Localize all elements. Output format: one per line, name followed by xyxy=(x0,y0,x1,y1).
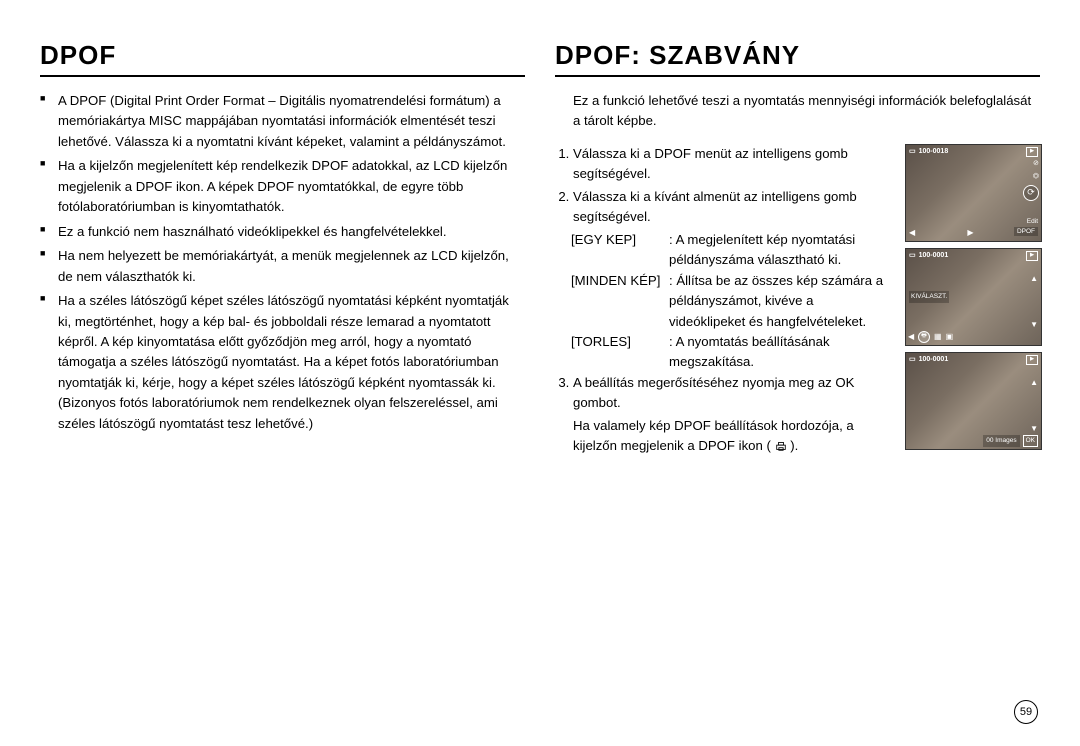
index-icon[interactable]: ▦ xyxy=(934,331,942,343)
heading-dpof-szabvany: DPOF: SZABVÁNY xyxy=(555,40,1040,77)
down-arrow-icon[interactable]: ▼ xyxy=(1030,319,1038,331)
option-row: [EGY KEP] : A megjelenített kép nyomtatá… xyxy=(571,230,890,271)
note-suffix: ). xyxy=(790,438,798,453)
heading-dpof: DPOF xyxy=(40,40,525,77)
select-label: KIVÁLASZT. xyxy=(909,291,949,303)
intro-text: Ez a funkció lehetővé teszi a nyomtatás … xyxy=(573,91,1040,132)
card-icon: ▭ xyxy=(909,355,916,366)
right-icon-stack: ⊘ ⏣ xyxy=(1033,159,1039,183)
dpof-label: DPOF xyxy=(1014,227,1038,236)
left-body: A DPOF (Digital Print Order Format – Dig… xyxy=(40,91,525,434)
images-count-label: 00 Images xyxy=(983,435,1019,447)
dpof-icon-note: Ha valamely kép DPOF beállítások hordozó… xyxy=(573,416,890,457)
bottom-icon-row: 🖶 ▦ ▣ xyxy=(918,331,953,343)
playback-icon xyxy=(1026,147,1038,157)
file-number: 100-0001 xyxy=(919,355,949,366)
ok-button[interactable]: OK xyxy=(1023,435,1038,447)
file-number: 100-0018 xyxy=(919,147,949,158)
lock-icon: ⏣ xyxy=(1033,172,1039,183)
lcd-preview-1: ▭ 100-0018 ⊘ ⏣ ⟳ ◀ DPOF xyxy=(905,144,1042,242)
lcd-preview-3: ▭ 100-0001 ▲ ▼ 00 Images OK xyxy=(905,352,1042,450)
option-value: : A nyomtatás beállításának megszakítása… xyxy=(669,332,890,373)
bullet-item: A DPOF (Digital Print Order Format – Dig… xyxy=(58,91,525,152)
lcd-preview-2: ▭ 100-0001 ▲ ▼ KIVÁLASZT. 🖶 ▦ ▣ ◀ xyxy=(905,248,1042,346)
note-prefix: Ha valamely kép DPOF beállítások hordozó… xyxy=(573,418,854,453)
option-value: : Állítsa be az összes kép számára a pél… xyxy=(669,271,890,332)
right-column: DPOF: SZABVÁNY Ez a funkció lehetővé tes… xyxy=(555,40,1040,457)
step-3: A beállítás megerősítéséhez nyomja meg a… xyxy=(573,373,890,414)
up-arrow-icon[interactable]: ▲ xyxy=(1030,273,1038,285)
dpof-printer-icon xyxy=(775,440,787,452)
steps-list-cont: A beállítás megerősítéséhez nyomja meg a… xyxy=(555,373,890,414)
protect-icon: ⊘ xyxy=(1033,159,1039,170)
left-arrow-icon[interactable]: ◀ xyxy=(909,227,915,239)
bullet-item: Ha a széles látószögű képet széles látós… xyxy=(58,291,525,434)
step-2: Válassza ki a kívánt almenüt az intellig… xyxy=(573,187,890,228)
edit-label[interactable]: Edit xyxy=(1027,217,1038,227)
option-row: [TORLES] : A nyomtatás beállításának meg… xyxy=(571,332,890,373)
bullet-item: Ha a kijelzőn megjelenített kép rendelke… xyxy=(58,156,525,217)
option-row: [MINDEN KÉP] : Állítsa be az összes kép … xyxy=(571,271,890,332)
option-label: [EGY KEP] xyxy=(571,230,669,271)
option-value: : A megjelenített kép nyomtatási példány… xyxy=(669,230,890,271)
steps-block: Válassza ki a DPOF menüt az intelligens … xyxy=(555,144,890,457)
left-column: DPOF A DPOF (Digital Print Order Format … xyxy=(40,40,525,457)
up-arrow-icon[interactable]: ▲ xyxy=(1030,377,1038,389)
left-bullet-list: A DPOF (Digital Print Order Format – Dig… xyxy=(40,91,525,434)
playback-icon xyxy=(1026,355,1038,365)
print-mode-icon[interactable]: 🖶 xyxy=(918,331,930,343)
step-1: Válassza ki a DPOF menüt az intelligens … xyxy=(573,144,890,185)
screen-thumbnails: ▭ 100-0018 ⊘ ⏣ ⟳ ◀ DPOF xyxy=(905,144,1040,450)
bullet-item: Ez a funkció nem használható videóklipek… xyxy=(58,222,525,242)
down-arrow-icon[interactable]: ▼ xyxy=(1030,423,1038,435)
right-body: Ez a funkció lehetővé teszi a nyomtatás … xyxy=(555,91,1040,132)
playback-icon xyxy=(1026,251,1038,261)
options-table: [EGY KEP] : A megjelenített kép nyomtatá… xyxy=(571,230,890,373)
left-arrow-icon[interactable]: ◀ xyxy=(908,331,914,343)
page-number: 59 xyxy=(1014,700,1038,724)
file-number: 100-0001 xyxy=(919,251,949,262)
option-label: [MINDEN KÉP] xyxy=(571,271,669,332)
bullet-item: Ha nem helyezett be memóriakártyát, a me… xyxy=(58,246,525,287)
right-arrow-icon[interactable]: ▶ xyxy=(967,227,973,239)
card-icon: ▭ xyxy=(909,251,916,262)
steps-list: Válassza ki a DPOF menüt az intelligens … xyxy=(555,144,890,228)
rotate-button[interactable]: ⟳ xyxy=(1023,185,1039,201)
option-label: [TORLES] xyxy=(571,332,669,373)
card-icon: ▭ xyxy=(909,147,916,158)
size-icon[interactable]: ▣ xyxy=(946,331,954,343)
